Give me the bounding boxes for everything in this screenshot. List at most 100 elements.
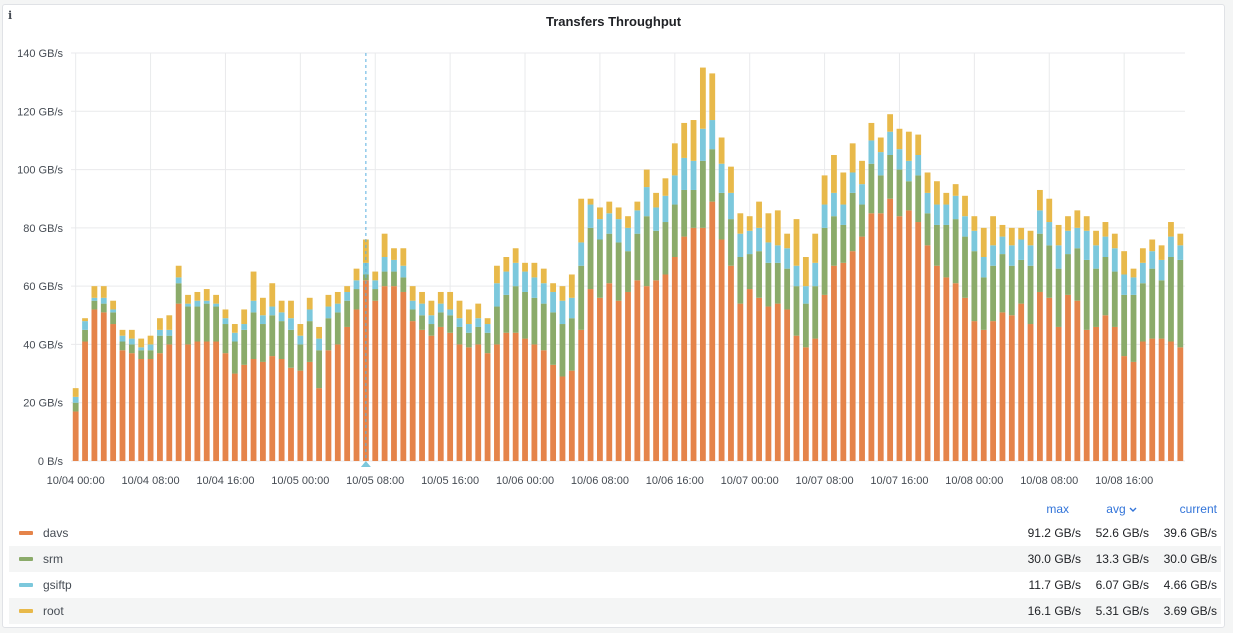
bar-root[interactable] xyxy=(372,271,379,281)
bar-davs[interactable] xyxy=(597,297,603,461)
bar-root[interactable] xyxy=(147,335,154,345)
bar-srm[interactable] xyxy=(971,251,978,322)
bar-gsiftp[interactable] xyxy=(1168,236,1174,257)
bar-srm[interactable] xyxy=(643,216,650,287)
bar-gsiftp[interactable] xyxy=(100,297,107,304)
bar-gsiftp[interactable] xyxy=(840,204,847,225)
bar-gsiftp[interactable] xyxy=(1036,210,1043,234)
chart-plot[interactable]: 0 B/s 20 GB/s 40 GB/s 60 GB/s 80 GB/s 100 GB/… xyxy=(3,5,1226,495)
bar-gsiftp[interactable] xyxy=(1177,245,1184,260)
bar-gsiftp[interactable] xyxy=(531,277,538,298)
bar-davs[interactable] xyxy=(241,364,248,461)
bar-davs[interactable] xyxy=(1130,361,1137,461)
bar-gsiftp[interactable] xyxy=(999,236,1006,255)
bar-srm[interactable] xyxy=(419,315,425,330)
bar-gsiftp[interactable] xyxy=(1065,230,1071,255)
bar-root[interactable] xyxy=(643,169,650,188)
bar-davs[interactable] xyxy=(887,198,894,461)
bar-gsiftp[interactable] xyxy=(943,204,950,225)
bar-root[interactable] xyxy=(690,120,697,161)
bar-davs[interactable] xyxy=(484,353,491,461)
bar-gsiftp[interactable] xyxy=(231,332,238,342)
bar-root[interactable] xyxy=(756,201,762,228)
bar-davs[interactable] xyxy=(859,236,865,461)
bar-davs[interactable] xyxy=(606,283,613,461)
bar-srm[interactable] xyxy=(522,291,528,339)
bar-gsiftp[interactable] xyxy=(802,286,809,304)
bar-davs[interactable] xyxy=(306,361,313,461)
bar-root[interactable] xyxy=(241,309,248,325)
bar-srm[interactable] xyxy=(952,219,959,284)
bar-root[interactable] xyxy=(859,160,865,185)
bar-gsiftp[interactable] xyxy=(578,242,585,266)
bar-srm[interactable] xyxy=(213,306,220,342)
bar-srm[interactable] xyxy=(100,303,107,313)
bar-davs[interactable] xyxy=(166,344,173,461)
bar-srm[interactable] xyxy=(597,239,603,298)
bar-gsiftp[interactable] xyxy=(306,309,313,322)
bar-gsiftp[interactable] xyxy=(428,315,435,325)
bar-gsiftp[interactable] xyxy=(634,210,641,234)
bar-root[interactable] xyxy=(100,286,107,298)
bar-davs[interactable] xyxy=(1008,315,1015,461)
bar-davs[interactable] xyxy=(952,283,959,461)
legend-row-srm[interactable]: srm 30.0 GB/s 13.3 GB/s 30.0 GB/s xyxy=(9,546,1221,572)
bar-root[interactable] xyxy=(812,233,819,263)
bar-root[interactable] xyxy=(288,300,294,319)
bar-srm[interactable] xyxy=(334,312,341,345)
bar-gsiftp[interactable] xyxy=(643,187,650,217)
bar-gsiftp[interactable] xyxy=(859,184,865,205)
bar-srm[interactable] xyxy=(868,163,875,214)
bar-srm[interactable] xyxy=(503,294,510,333)
bar-root[interactable] xyxy=(475,303,482,319)
bar-davs[interactable] xyxy=(400,291,407,461)
bar-srm[interactable] xyxy=(737,257,744,304)
bar-srm[interactable] xyxy=(250,312,257,359)
bar-gsiftp[interactable] xyxy=(812,262,819,287)
bar-davs[interactable] xyxy=(915,222,922,461)
bar-srm[interactable] xyxy=(1177,259,1184,348)
bar-root[interactable] xyxy=(316,326,322,339)
bar-root[interactable] xyxy=(344,286,351,292)
bar-root[interactable] xyxy=(409,286,416,301)
bar-gsiftp[interactable] xyxy=(896,149,903,170)
bar-srm[interactable] xyxy=(999,254,1006,313)
bar-root[interactable] xyxy=(82,318,88,322)
bar-root[interactable] xyxy=(1102,222,1109,237)
bar-davs[interactable] xyxy=(653,280,659,461)
bar-gsiftp[interactable] xyxy=(587,204,594,228)
bar-srm[interactable] xyxy=(194,306,201,342)
bar-davs[interactable] xyxy=(643,286,650,461)
bar-srm[interactable] xyxy=(774,262,781,304)
bar-root[interactable] xyxy=(110,300,117,310)
bar-davs[interactable] xyxy=(849,251,856,461)
bar-srm[interactable] xyxy=(72,402,79,412)
bar-root[interactable] xyxy=(550,283,557,292)
bar-root[interactable] xyxy=(128,329,135,339)
bar-root[interactable] xyxy=(334,291,341,304)
bar-srm[interactable] xyxy=(437,312,444,327)
bar-davs[interactable] xyxy=(728,265,734,461)
bar-root[interactable] xyxy=(1168,222,1174,237)
bar-root[interactable] xyxy=(962,195,968,217)
bar-srm[interactable] xyxy=(465,332,472,348)
bar-srm[interactable] xyxy=(943,224,950,278)
bar-srm[interactable] xyxy=(381,271,388,287)
bar-gsiftp[interactable] xyxy=(1027,245,1034,266)
bar-srm[interactable] xyxy=(877,175,884,214)
bar-srm[interactable] xyxy=(849,192,856,252)
bar-root[interactable] xyxy=(578,198,585,243)
bar-davs[interactable] xyxy=(185,344,191,461)
bar-srm[interactable] xyxy=(297,344,304,371)
bar-davs[interactable] xyxy=(213,341,220,461)
bar-root[interactable] xyxy=(1008,227,1015,246)
bar-srm[interactable] xyxy=(1036,233,1043,292)
bar-gsiftp[interactable] xyxy=(653,207,659,231)
bar-srm[interactable] xyxy=(840,224,847,263)
bar-davs[interactable] xyxy=(72,411,79,461)
bar-srm[interactable] xyxy=(812,286,819,339)
bar-davs[interactable] xyxy=(344,326,351,461)
bar-gsiftp[interactable] xyxy=(971,230,978,252)
bar-srm[interactable] xyxy=(653,230,659,281)
bar-gsiftp[interactable] xyxy=(475,318,482,327)
